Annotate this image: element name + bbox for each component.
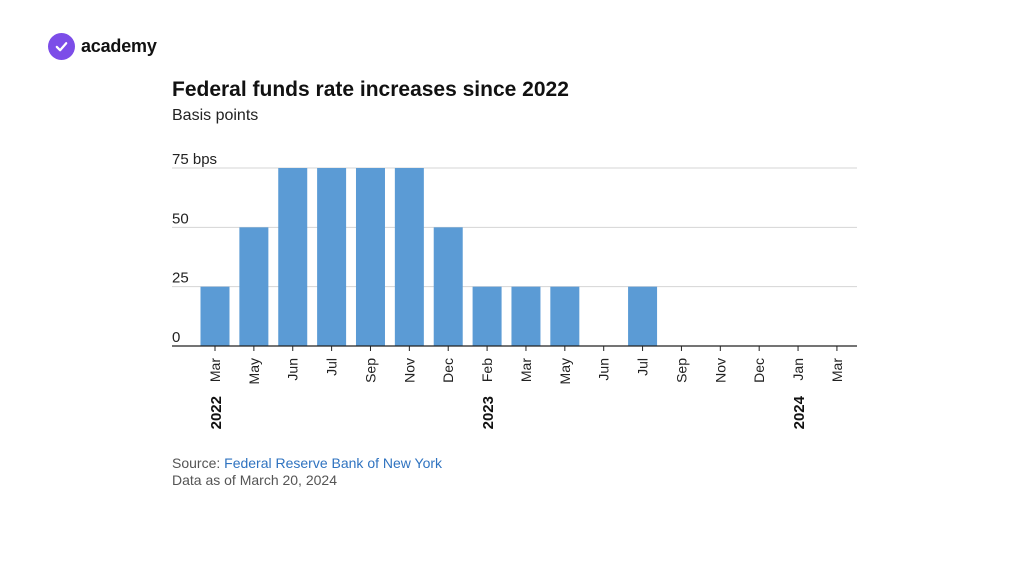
x-tick-label: Nov <box>712 358 728 383</box>
x-tick-label: Jul <box>324 358 340 376</box>
bar <box>628 286 658 346</box>
x-tick-label: Mar <box>518 358 534 382</box>
bar <box>239 227 269 346</box>
bar <box>433 227 463 346</box>
y-tick-label: 0 <box>172 329 180 346</box>
checkmark-circle-icon <box>48 33 75 60</box>
x-tick-label: Mar <box>207 358 223 382</box>
chart-subtitle: Basis points <box>172 107 259 124</box>
year-label: 2022 <box>208 396 225 429</box>
x-tick-label: Jun <box>596 358 612 381</box>
source-line: Source: Federal Reserve Bank of New York <box>172 455 442 471</box>
x-tick-label: Jul <box>635 358 651 376</box>
bar <box>200 286 230 346</box>
brand-name: academy <box>81 36 157 56</box>
bar <box>355 168 385 346</box>
chart-title: Federal funds rate increases since 2022 <box>172 78 569 101</box>
x-tick-label: Jan <box>790 358 806 381</box>
x-tick-label: Sep <box>673 358 689 383</box>
x-tick-label: May <box>557 358 573 384</box>
x-tick-label: Mar <box>829 358 845 382</box>
y-tick-label: 25 <box>172 270 189 287</box>
y-tick-label: 75 bps <box>172 151 217 168</box>
x-tick-label: Feb <box>479 358 495 382</box>
year-label: 2023 <box>480 396 497 429</box>
source-prefix: Source: <box>172 455 225 471</box>
y-tick-label: 50 <box>172 210 189 227</box>
bar <box>550 286 580 346</box>
x-tick-label: Dec <box>751 358 767 383</box>
x-tick-label: May <box>246 358 262 384</box>
brand: academy <box>48 33 157 60</box>
bar <box>511 286 541 346</box>
x-tick-label: Jun <box>285 358 301 381</box>
x-tick-label: Sep <box>362 358 378 383</box>
bar <box>317 168 347 346</box>
x-tick-label: Nov <box>401 358 417 383</box>
data-as-of: Data as of March 20, 2024 <box>172 472 337 488</box>
x-tick-label: Dec <box>440 358 456 383</box>
bar <box>472 286 502 346</box>
year-label: 2024 <box>791 395 808 429</box>
source-link[interactable]: Federal Reserve Bank of New York <box>224 455 443 471</box>
bar <box>278 168 308 346</box>
bar <box>394 168 424 346</box>
